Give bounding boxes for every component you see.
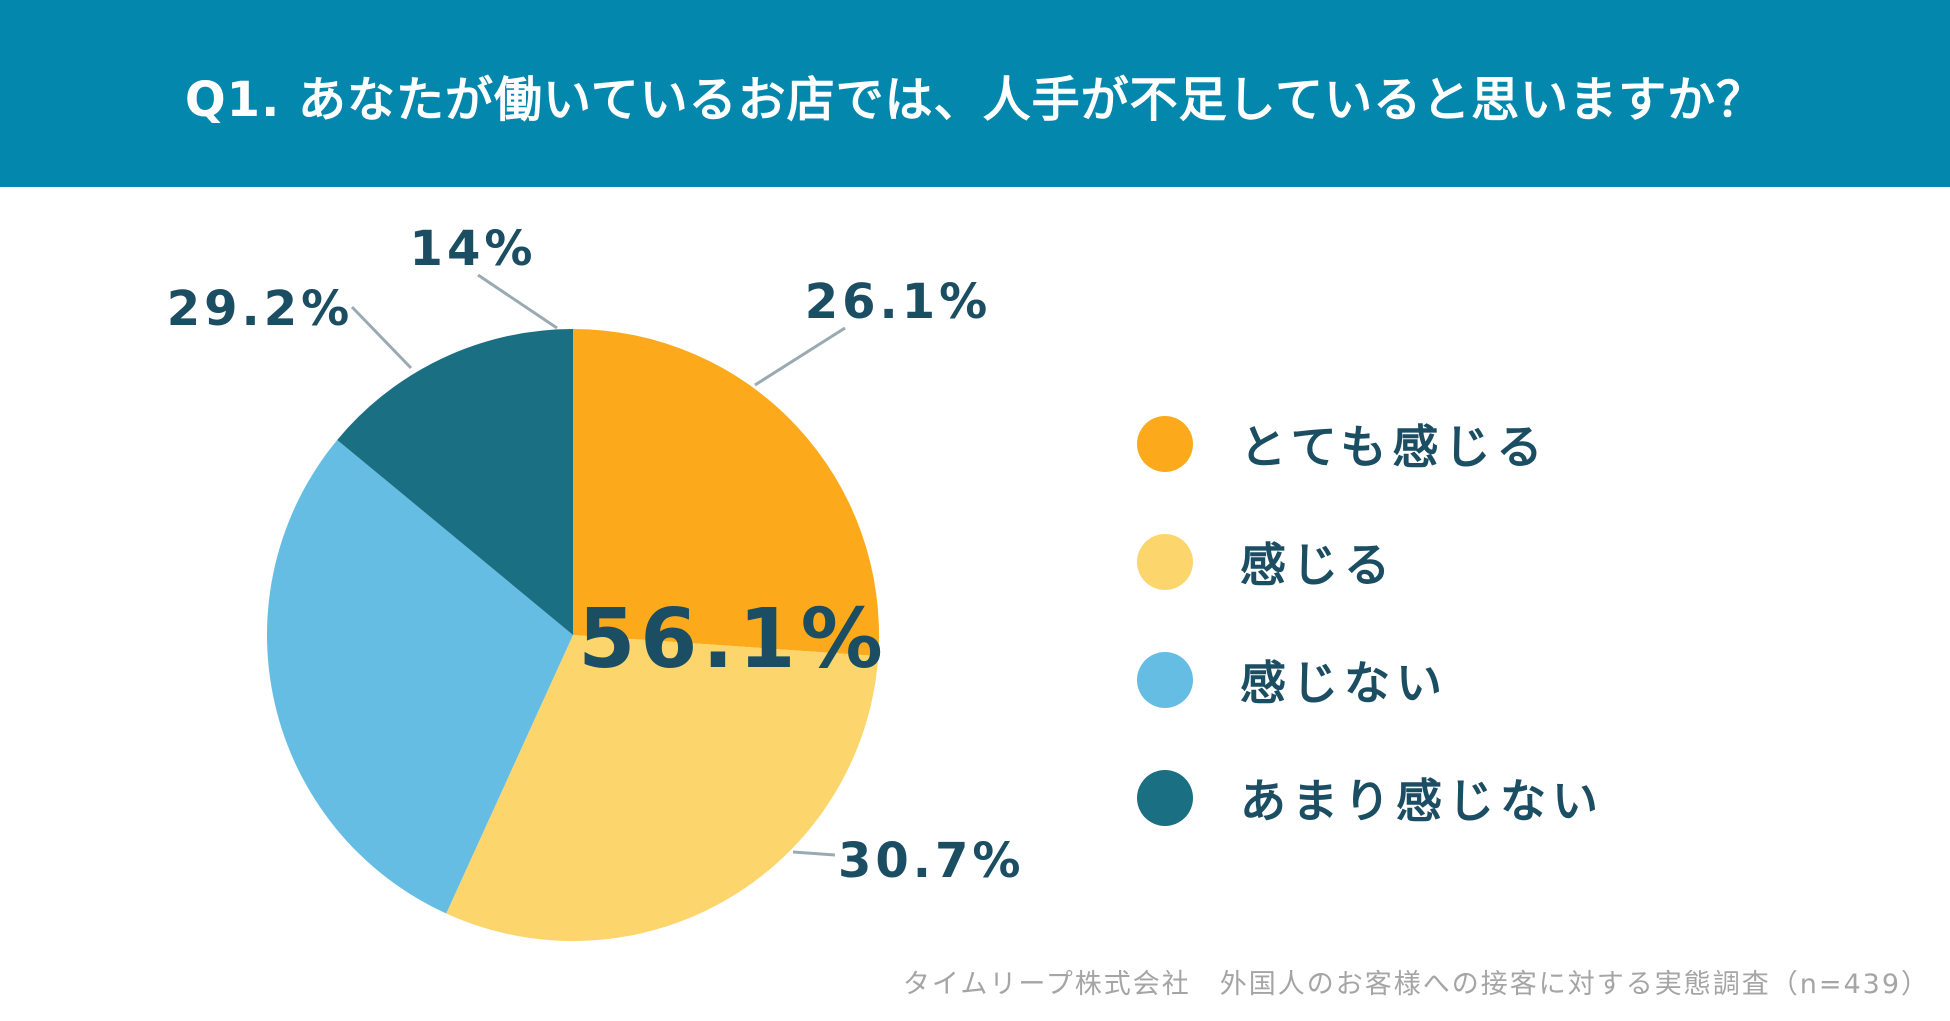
legend-swatch xyxy=(1137,534,1193,590)
chart-title: Q1. あなたが働いているお店では、人手が不足していると思いますか？ xyxy=(184,72,1766,128)
slice-value-label: 29.2% xyxy=(167,281,354,337)
legend-item-kanjinai: 感じない xyxy=(1137,621,1697,739)
pie-slice xyxy=(573,329,879,657)
pie-slice xyxy=(337,329,573,635)
legend-item-totemo-kanjiru: とても感じる xyxy=(1137,385,1697,503)
legend-swatch xyxy=(1137,770,1193,826)
legend-swatch xyxy=(1137,652,1193,708)
legend-label: 感じない xyxy=(1240,656,1448,710)
slice-value-label: 26.1% xyxy=(805,274,992,330)
leader-line xyxy=(792,850,836,857)
legend-label: とても感じる xyxy=(1240,420,1549,474)
leader-line xyxy=(477,273,558,330)
legend-label: あまり感じない xyxy=(1240,774,1604,828)
leader-line xyxy=(754,326,846,387)
leader-line xyxy=(350,305,413,370)
pie-slice xyxy=(267,439,573,914)
center-total-label: 56.1% xyxy=(578,592,887,687)
header-banner: Q1. あなたが働いているお店では、人手が不足していると思いますか？ xyxy=(0,0,1950,187)
source-note: タイムリープ株式会社 外国人のお客様への接客に対する実態調査（n=439） xyxy=(902,969,1930,1000)
slice-value-label: 14% xyxy=(410,221,537,277)
legend-item-amari-kanjinai: あまり感じない xyxy=(1137,739,1697,857)
pie-slice xyxy=(446,635,879,942)
legend-label: 感じる xyxy=(1240,538,1396,592)
legend-item-kanjiru: 感じる xyxy=(1137,503,1697,621)
legend: とても感じる 感じる 感じない あまり感じない xyxy=(1137,385,1697,857)
legend-swatch xyxy=(1137,416,1193,472)
slice-value-label: 30.7% xyxy=(838,833,1025,889)
